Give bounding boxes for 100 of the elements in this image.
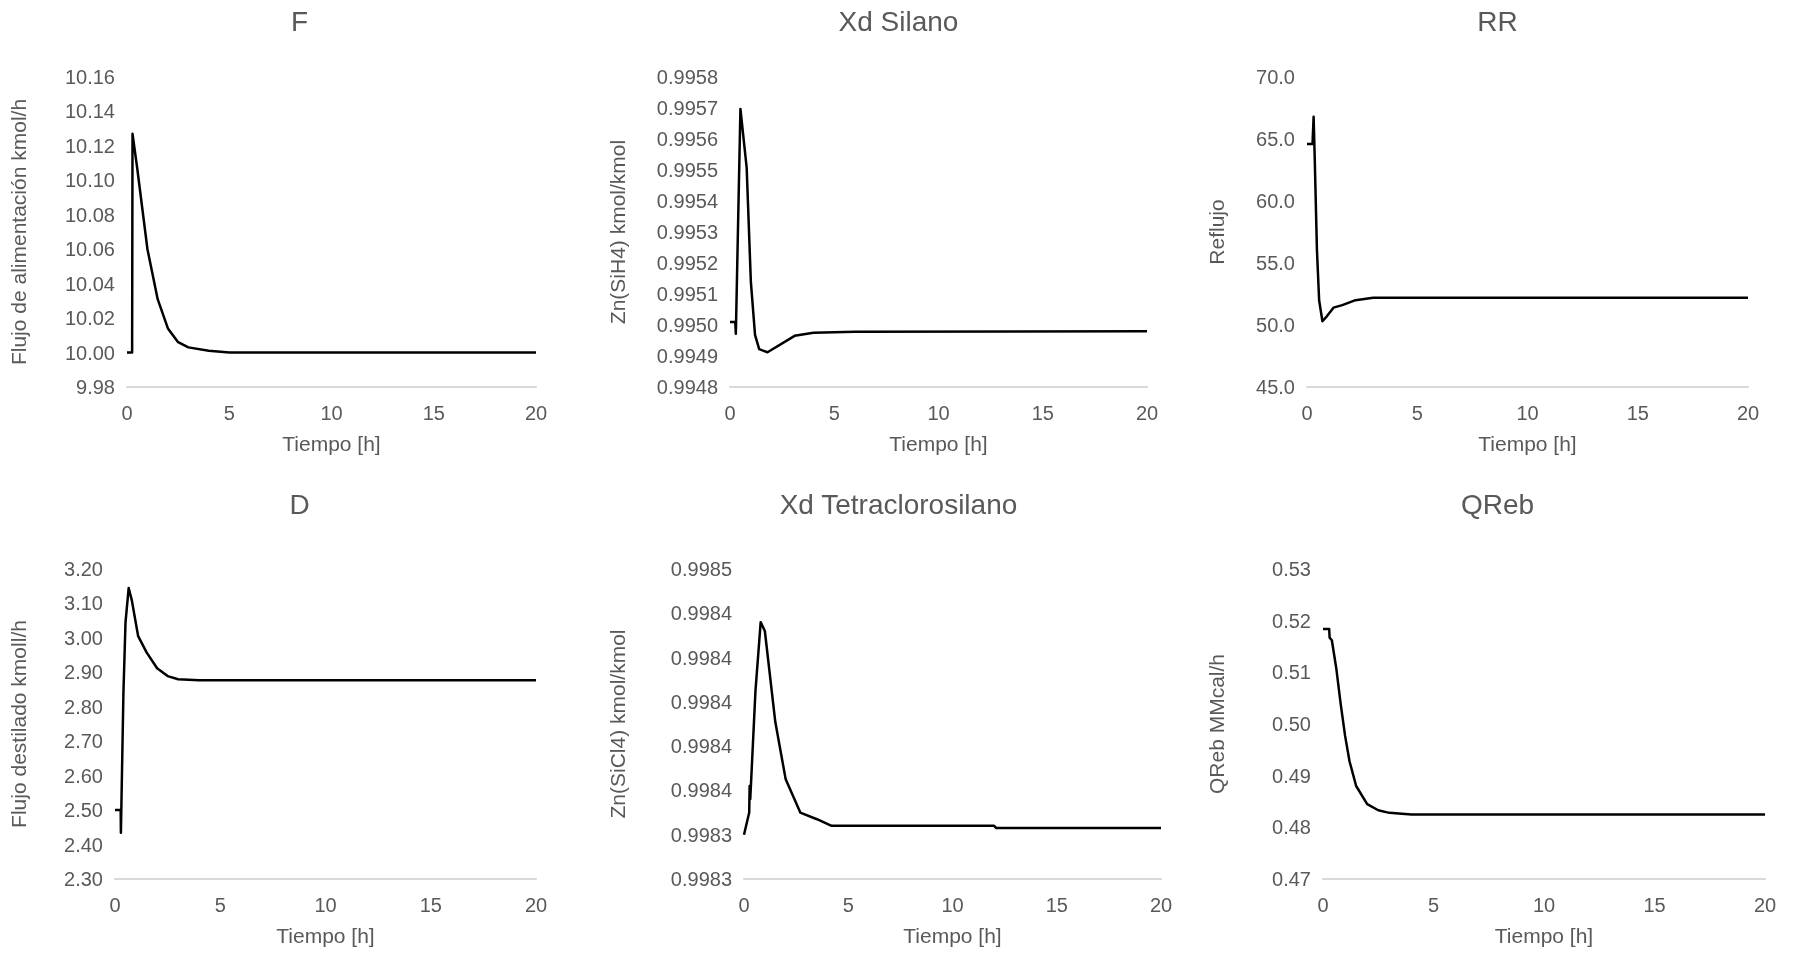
line-series [728,107,1149,354]
x-axis-title: Tiempo [h] [1478,432,1577,455]
x-tick-label: 0 [121,402,133,424]
x-tick-label: 5 [1411,402,1423,424]
x-tick-label: 10 [1516,402,1539,424]
y-tick-label: 10.10 [64,169,115,192]
x-axis-title: Tiempo [h] [889,432,988,455]
chart-title: D [289,488,310,520]
x-tick-label: 20 [1736,402,1760,424]
y-tick-label: 0.9984 [670,779,732,802]
y-tick-label: 0.9951 [656,283,718,305]
y-tick-label: 70.0 [1256,66,1295,88]
x-tick-label: 5 [842,894,854,916]
x-tick-label: 5 [214,894,226,916]
y-tick-label: 45.0 [1256,376,1295,398]
x-tick-label: 0 [109,894,121,916]
x-tick-label: 0 [724,402,736,424]
y-tick-label: 0.9957 [656,97,718,119]
y-axis-title: Zn(SiCl4) kmol/kmol [606,629,629,819]
x-tick-label: 15 [422,402,445,424]
y-tick-label: 0.9952 [656,252,718,274]
y-axis-title: Zn(SiH4) kmol/kmol [606,139,629,325]
x-tick-label: 10 [941,894,964,916]
x-tick-label: 20 [524,402,548,424]
y-tick-label: 0.51 [1272,661,1311,684]
y-tick-label: 50.0 [1256,314,1295,336]
y-tick-label: 0.48 [1272,816,1311,839]
x-tick-label: 0 [1301,402,1313,424]
x-axis-title: Tiempo [h] [276,924,375,947]
y-tick-label: 2.70 [64,730,103,753]
y-axis-title: QReb MMcal/h [1205,653,1228,795]
y-tick-label: 10.06 [64,238,115,261]
y-tick-label: 2.90 [64,661,103,684]
x-axis-title: Tiempo [h] [903,924,1002,947]
y-tick-label: 0.9984 [670,602,732,625]
y-tick-label: 0.9949 [656,345,718,367]
x-tick-label: 10 [320,402,343,424]
chart-title: QReb [1460,488,1535,520]
y-tick-label: 0.49 [1272,764,1311,787]
x-tick-label: 15 [419,894,442,916]
y-tick-label: 10.02 [64,307,115,330]
line-series [113,586,538,835]
chart-title: Xd Silano [838,5,959,37]
y-tick-label: 55.0 [1256,252,1295,274]
y-tick-label: 2.80 [64,695,103,718]
x-tick-label: 0 [738,894,750,916]
y-tick-label: 0.9984 [670,646,732,669]
y-tick-label: 0.9958 [656,66,718,88]
x-tick-label: 20 [524,894,548,916]
chart-title: F [290,5,309,37]
chart-title: RR [1477,5,1518,37]
y-tick-label: 2.30 [64,868,103,890]
y-tick-label: 0.9953 [656,221,718,243]
y-tick-label: 0.50 [1272,713,1311,735]
y-tick-label: 0.9983 [670,868,732,890]
y-tick-label: 2.40 [64,833,103,856]
x-tick-label: 15 [1045,894,1068,916]
x-tick-label: 15 [1626,402,1649,424]
y-tick-label: 2.60 [64,764,103,787]
y-tick-label: 10.12 [64,134,115,157]
line-series [742,620,1163,836]
x-tick-label: 5 [1427,894,1440,916]
y-tick-label: 0.9985 [670,558,732,580]
x-tick-label: 20 [1149,894,1173,916]
x-tick-label: 10 [1532,894,1556,916]
x-tick-label: 15 [1031,402,1054,424]
y-tick-label: 0.52 [1272,609,1311,632]
y-tick-label: 0.9948 [656,376,718,398]
x-axis-title: Tiempo [h] [1494,924,1594,947]
x-tick-label: 10 [927,402,950,424]
x-tick-label: 20 [1135,402,1159,424]
y-tick-label: 3.00 [64,626,103,649]
y-tick-label: 0.47 [1272,868,1311,890]
y-tick-label: 10.16 [64,66,115,88]
y-tick-label: 9.98 [76,376,115,398]
y-tick-label: 0.9984 [670,690,732,713]
y-tick-label: 0.9984 [670,735,732,758]
y-tick-label: 60.0 [1256,190,1295,212]
y-tick-label: 0.9956 [656,128,718,150]
line-series [1321,627,1767,816]
chart-title: Xd Tetraclorosilano [779,488,1018,520]
y-tick-label: 0.53 [1272,558,1311,580]
x-tick-label: 5 [828,402,840,424]
x-axis-title: Tiempo [h] [282,432,381,455]
x-tick-label: 5 [223,402,235,424]
y-tick-label: 10.00 [64,341,115,364]
x-tick-label: 10 [314,894,337,916]
y-tick-label: 0.9983 [670,823,732,846]
y-tick-label: 10.08 [64,203,115,226]
y-tick-label: 3.10 [64,592,103,615]
y-tick-label: 65.0 [1256,128,1295,150]
line-series [125,132,538,354]
x-tick-label: 0 [1317,894,1329,916]
y-tick-label: 0.9955 [656,159,718,181]
y-axis-title: Reflujo [1205,199,1228,265]
line-series [1305,115,1750,323]
y-tick-label: 3.20 [64,558,103,580]
x-tick-label: 20 [1753,894,1777,916]
y-axis-title: Flujo de alimentación kmol/h [7,98,30,366]
y-tick-label: 10.14 [64,100,115,123]
